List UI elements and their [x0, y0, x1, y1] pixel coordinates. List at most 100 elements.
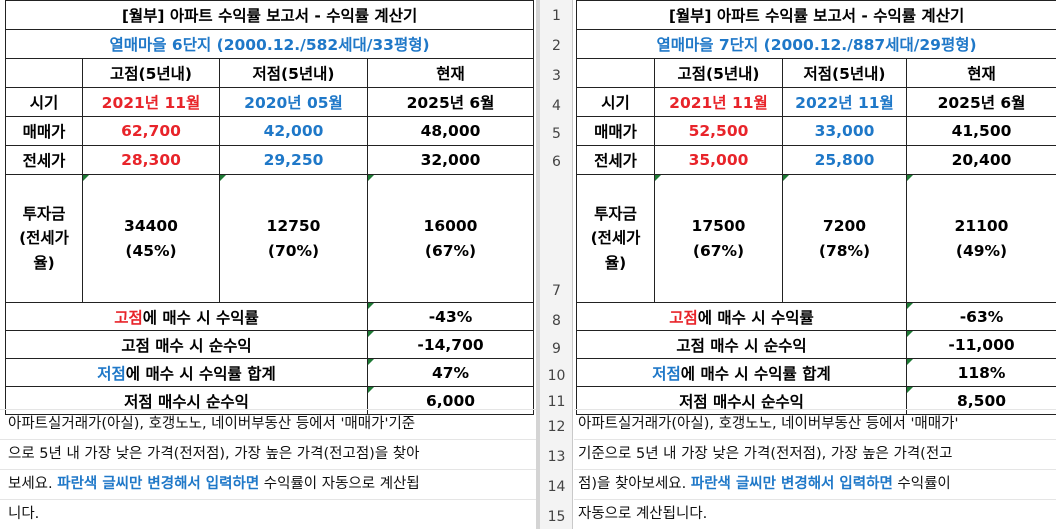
header-now[interactable]: 현재	[905, 58, 1056, 88]
period-low[interactable]: 2020년 05월	[219, 87, 368, 117]
row-label-invest[interactable]: 투자금 (전세가 율)	[576, 174, 655, 303]
sale-high[interactable]: 52,500	[654, 116, 783, 146]
row-label-sale[interactable]: 매매가	[5, 116, 83, 146]
period-now[interactable]: 2025년 6월	[905, 87, 1056, 117]
invest-low-rate: (78%)	[818, 241, 871, 260]
label-highlight: 고점	[669, 308, 698, 327]
row-number[interactable]: 5	[552, 126, 561, 142]
row-number[interactable]: 4	[552, 98, 561, 114]
row-number[interactable]: 12	[547, 419, 566, 435]
instruction-notes[interactable]: 아파트실거래가(아실), 호갱노노, 네이버부동산 등에서 '매매가'기준 으로…	[8, 409, 420, 529]
header-low[interactable]: 저점(5년내)	[782, 58, 907, 88]
pane-divider[interactable]	[536, 0, 540, 529]
label-text: 에 매수 시 수익률	[697, 308, 814, 327]
lease-high[interactable]: 35,000	[654, 145, 783, 175]
row-number[interactable]: 15	[547, 509, 566, 525]
period-high[interactable]: 2021년 11월	[654, 87, 783, 117]
row-number[interactable]: 8	[552, 313, 561, 329]
summary-value-low-return[interactable]: 118%	[905, 358, 1056, 387]
invest-now-rate: (49%)	[955, 241, 1008, 260]
lease-now[interactable]: 32,000	[366, 145, 535, 175]
sale-now[interactable]: 41,500	[905, 116, 1056, 146]
lease-high[interactable]: 28,300	[82, 145, 220, 175]
complex-info[interactable]: 열매마을 7단지 (2000.12./887세대/29평형)	[575, 29, 1056, 59]
period-high[interactable]: 2021년 11월	[82, 87, 220, 117]
summary-value-low-return[interactable]: 47%	[366, 358, 535, 387]
row-number[interactable]: 1	[552, 8, 561, 24]
label-text: 에 매수 시 수익률 합계	[125, 364, 276, 383]
invest-label-line3: 율)	[604, 253, 627, 272]
label-text: 에 매수 시 수익률	[142, 308, 259, 327]
row-number[interactable]: 3	[552, 68, 561, 84]
invest-high-rate: (45%)	[125, 241, 177, 260]
summary-value-high-return[interactable]: -63%	[905, 302, 1056, 331]
invest-low[interactable]: 12750 (70%)	[219, 174, 368, 303]
summary-label-high-return[interactable]: 고점에 매수 시 수익률	[576, 302, 907, 331]
invest-high-value: 17500	[691, 217, 746, 236]
header-now[interactable]: 현재	[366, 58, 535, 88]
row-number[interactable]: 10	[547, 368, 566, 384]
complex-info[interactable]: 열매마을 6단지 (2000.12./582세대/33평형)	[4, 29, 535, 59]
invest-low-rate: (70%)	[267, 241, 320, 260]
left-sheet-panel: [월부] 아파트 수익률 보고서 - 수익률 계산기 열매마을 6단지 (200…	[0, 0, 536, 529]
row-number[interactable]: 14	[547, 479, 566, 495]
header-low[interactable]: 저점(5년내)	[219, 58, 368, 88]
row-label-lease[interactable]: 전세가	[5, 145, 83, 175]
sheet-gridlines	[574, 409, 1056, 529]
row-label-period[interactable]: 시기	[5, 87, 83, 117]
note-line: 아파트실거래가(아실), 호갱노노, 네이버부동산 등에서 '매매가'	[578, 416, 959, 432]
sale-low[interactable]: 42,000	[219, 116, 368, 146]
corner-cell[interactable]	[5, 58, 83, 88]
summary-label-high-profit[interactable]: 고점 매수 시 순수익	[5, 330, 368, 359]
label-text: 에 매수 시 수익률 합계	[680, 364, 831, 383]
summary-value-high-return[interactable]: -43%	[366, 302, 535, 331]
invest-now[interactable]: 21100 (49%)	[905, 174, 1056, 303]
period-now[interactable]: 2025년 6월	[366, 87, 535, 117]
summary-value-high-profit[interactable]: -14,700	[366, 330, 535, 359]
row-header-column: 1 2 3 4 5 6 7 8 9 10 11 12 13 14 15	[540, 0, 573, 529]
invest-label-line2: (전세가	[19, 229, 69, 248]
sheet-gridlines	[0, 409, 536, 529]
sheet-title[interactable]: [월부] 아파트 수익률 보고서 - 수익률 계산기	[575, 0, 1056, 30]
row-number[interactable]: 2	[552, 38, 561, 54]
header-high[interactable]: 고점(5년내)	[82, 58, 220, 88]
row-number[interactable]: 9	[552, 341, 561, 357]
summary-label-low-return[interactable]: 저점에 매수 시 수익률 합계	[5, 358, 368, 387]
row-number[interactable]: 7	[552, 283, 561, 299]
row-number[interactable]: 11	[547, 394, 566, 410]
summary-label-high-return[interactable]: 고점에 매수 시 수익률	[5, 302, 368, 331]
summary-value-high-profit[interactable]: -11,000	[905, 330, 1056, 359]
header-high[interactable]: 고점(5년내)	[654, 58, 783, 88]
invest-high[interactable]: 17500 (67%)	[654, 174, 783, 303]
row-number[interactable]: 6	[552, 154, 561, 170]
invest-now-rate: (67%)	[424, 241, 477, 260]
lease-now[interactable]: 20,400	[905, 145, 1056, 175]
row-label-invest[interactable]: 투자금 (전세가 율)	[5, 174, 83, 303]
summary-label-high-profit[interactable]: 고점 매수 시 순수익	[576, 330, 907, 359]
note-line: 보세요. 파란색 글씨만 변경해서 입력하면 수익률이 자동으로 계산됩	[8, 476, 420, 492]
invest-low-value: 12750	[266, 217, 321, 236]
row-label-lease[interactable]: 전세가	[576, 145, 655, 175]
note-line: 으로 5년 내 가장 낮은 가격(전저점), 가장 높은 가격(전고점)을 찾아	[8, 446, 420, 462]
right-sheet-panel: 1 2 3 4 5 6 7 8 9 10 11 12 13 14 15 [월부]…	[540, 0, 1056, 529]
invest-now[interactable]: 16000 (67%)	[366, 174, 535, 303]
sale-high[interactable]: 62,700	[82, 116, 220, 146]
instruction-notes[interactable]: 아파트실거래가(아실), 호갱노노, 네이버부동산 등에서 '매매가' 기준으로…	[578, 409, 958, 529]
invest-low[interactable]: 7200 (78%)	[782, 174, 907, 303]
row-label-sale[interactable]: 매매가	[576, 116, 655, 146]
calculator-table-right: [월부] 아파트 수익률 보고서 - 수익률 계산기 열매마을 7단지 (200…	[575, 0, 1056, 415]
sheet-title[interactable]: [월부] 아파트 수익률 보고서 - 수익률 계산기	[4, 0, 535, 30]
note-line: 기준으로 5년 내 가장 낮은 가격(전저점), 가장 높은 가격(전고	[578, 446, 953, 462]
summary-label-low-return[interactable]: 저점에 매수 시 수익률 합계	[576, 358, 907, 387]
lease-low[interactable]: 29,250	[219, 145, 368, 175]
invest-low-value: 7200	[822, 217, 867, 236]
sale-low[interactable]: 33,000	[782, 116, 907, 146]
corner-cell[interactable]	[576, 58, 655, 88]
row-number[interactable]: 13	[547, 449, 566, 465]
period-low[interactable]: 2022년 11월	[782, 87, 907, 117]
sale-now[interactable]: 48,000	[366, 116, 535, 146]
invest-high-rate: (67%)	[692, 241, 745, 260]
lease-low[interactable]: 25,800	[782, 145, 907, 175]
invest-high[interactable]: 34400 (45%)	[82, 174, 220, 303]
row-label-period[interactable]: 시기	[576, 87, 655, 117]
